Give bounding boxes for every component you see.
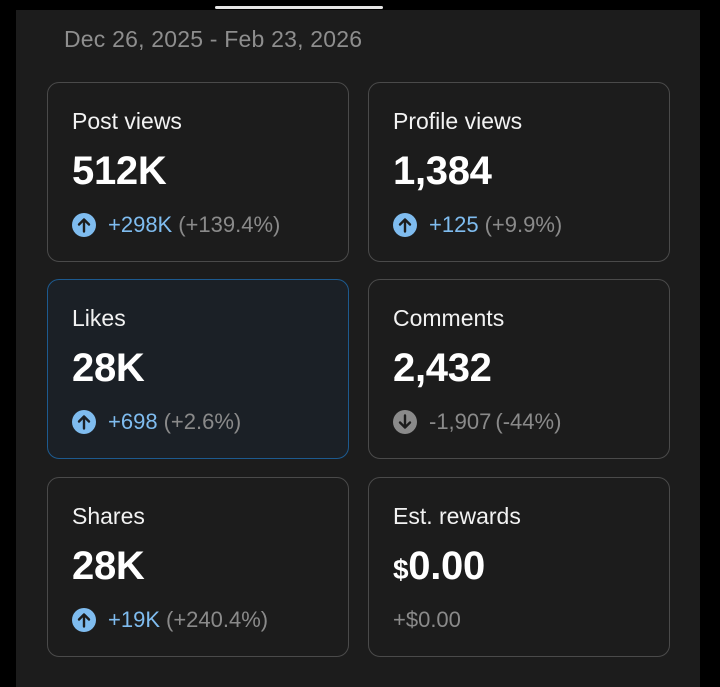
arrow-down-circle-icon (393, 410, 417, 434)
est-rewards-value: $0.00 (393, 544, 485, 589)
shares-percent: (+240.4%) (166, 607, 269, 632)
arrow-up-circle-icon (72, 213, 96, 237)
likes-percent: (+2.6%) (163, 409, 242, 434)
comments-percent: (-44%) (495, 409, 562, 434)
post-views-percent: (+139.4%) (178, 212, 281, 237)
likes-label: Likes (72, 305, 126, 331)
est-rewards-change: +$0.00 (393, 606, 461, 634)
profile-views-percent: (+9.9%) (484, 212, 563, 237)
shares-value: 28K (72, 544, 145, 588)
comments-card[interactable]: Comments 2,432 -1,907 (-44%) (368, 279, 670, 459)
comments-value: 2,432 (393, 346, 492, 390)
shares-delta: +19K (108, 607, 160, 632)
comments-delta: -1,907 (429, 409, 492, 434)
est-rewards-card[interactable]: Est. rewards $0.00 +$0.00 (368, 477, 670, 657)
profile-views-change: +125 (+9.9%) (393, 211, 562, 239)
comments-change: -1,907 (-44%) (393, 408, 561, 436)
shares-card[interactable]: Shares 28K +19K (+240.4%) (47, 477, 349, 657)
post-views-label: Post views (72, 108, 182, 134)
post-views-card[interactable]: Post views 512K +298K (+139.4%) (47, 82, 349, 262)
comments-label: Comments (393, 305, 505, 331)
currency-symbol: $ (393, 554, 409, 585)
likes-card[interactable]: Likes 28K +698 (+2.6%) (47, 279, 349, 459)
active-tab-indicator (215, 6, 383, 9)
profile-views-delta: +125 (429, 212, 479, 237)
arrow-up-circle-icon (72, 608, 96, 632)
shares-change: +19K (+240.4%) (72, 606, 268, 634)
likes-delta: +698 (108, 409, 158, 434)
post-views-value: 512K (72, 149, 167, 193)
date-range-label: Dec 26, 2025 - Feb 23, 2026 (64, 26, 363, 52)
likes-change: +698 (+2.6%) (72, 408, 241, 436)
profile-views-value: 1,384 (393, 149, 492, 193)
analytics-panel: Dec 26, 2025 - Feb 23, 2026 Post views 5… (16, 10, 700, 687)
likes-value: 28K (72, 346, 145, 390)
post-views-delta: +298K (108, 212, 173, 237)
est-rewards-amount: 0.00 (408, 544, 485, 588)
shares-label: Shares (72, 503, 145, 529)
post-views-change: +298K (+139.4%) (72, 211, 280, 239)
profile-views-label: Profile views (393, 108, 523, 134)
est-rewards-label: Est. rewards (393, 503, 521, 529)
arrow-up-circle-icon (393, 213, 417, 237)
est-rewards-delta: +$0.00 (393, 607, 461, 632)
arrow-up-circle-icon (72, 410, 96, 434)
profile-views-card[interactable]: Profile views 1,384 +125 (+9.9%) (368, 82, 670, 262)
